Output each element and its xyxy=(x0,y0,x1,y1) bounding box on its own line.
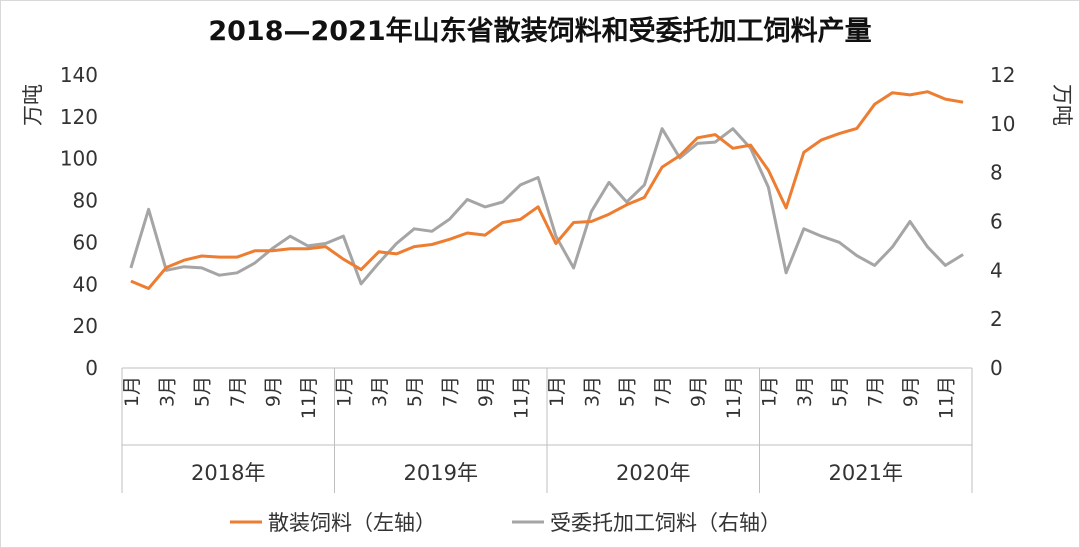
month-label: 7月 xyxy=(440,376,462,407)
right-axis-ticks: 0 2 4 6 8 10 12 xyxy=(990,63,1015,380)
month-label: 7月 xyxy=(652,376,674,407)
left-tick-label: 120 xyxy=(60,105,98,129)
month-label: 9月 xyxy=(688,376,710,407)
year-label: 2019年 xyxy=(404,461,478,485)
month-label: 7月 xyxy=(865,376,887,407)
month-label: 9月 xyxy=(900,376,922,407)
month-label: 5月 xyxy=(404,376,426,407)
right-tick-label: 2 xyxy=(990,307,1003,331)
right-tick-label: 0 xyxy=(990,356,1003,380)
year-label: 2018年 xyxy=(191,461,265,485)
month-label: 1月 xyxy=(121,376,143,407)
month-label: 3月 xyxy=(156,376,178,407)
month-label: 11月 xyxy=(510,376,532,419)
month-label: 7月 xyxy=(227,376,249,407)
left-tick-label: 40 xyxy=(73,272,98,296)
month-label: 5月 xyxy=(192,376,214,407)
left-tick-label: 140 xyxy=(60,63,98,87)
month-label: 3月 xyxy=(581,376,603,407)
month-label: 11月 xyxy=(935,376,957,419)
left-axis-unit: 万吨 xyxy=(21,84,45,126)
month-label: 5月 xyxy=(829,376,851,407)
left-tick-label: 0 xyxy=(85,356,98,380)
legend-label-contract-feed: 受委托加工饲料（右轴） xyxy=(550,511,781,535)
legend-label-bulk-feed: 散装饲料（左轴） xyxy=(268,511,436,535)
right-tick-label: 8 xyxy=(990,161,1003,185)
month-label: 3月 xyxy=(794,376,816,407)
right-tick-label: 6 xyxy=(990,210,1003,234)
series-line xyxy=(130,90,964,290)
year-label: 2021年 xyxy=(829,461,903,485)
chart-title: 2018—2021年山东省散装饲料和受委托加工饲料产量 xyxy=(208,15,871,47)
month-label: 11月 xyxy=(723,376,745,419)
month-label: 1月 xyxy=(333,376,355,407)
right-tick-label: 12 xyxy=(990,63,1015,87)
left-tick-label: 60 xyxy=(73,230,98,254)
month-label: 1月 xyxy=(758,376,780,407)
month-label: 3月 xyxy=(369,376,391,407)
left-tick-label: 20 xyxy=(73,314,98,338)
series-lines xyxy=(129,90,964,290)
left-axis-ticks: 0 20 40 60 80 100 120 140 xyxy=(60,63,98,380)
x-axis-labels: 1月 3月 5月 7月 9月 11月 2018年 1月 3月 5月 7月 9月 11月 2019年 1月 3月… xyxy=(121,376,958,485)
left-tick-label: 100 xyxy=(60,147,98,171)
axes xyxy=(121,367,973,493)
right-tick-label: 4 xyxy=(990,258,1003,282)
year-label: 2020年 xyxy=(616,461,690,485)
legend: 散装饲料（左轴） 受委托加工饲料（右轴） xyxy=(230,511,781,535)
month-label: 1月 xyxy=(546,376,568,407)
month-label: 5月 xyxy=(617,376,639,407)
right-tick-label: 10 xyxy=(990,112,1015,136)
month-label: 9月 xyxy=(263,376,285,407)
month-label: 11月 xyxy=(298,376,320,419)
right-axis-unit: 万吨 xyxy=(1050,84,1074,126)
month-label: 9月 xyxy=(475,376,497,407)
left-tick-label: 80 xyxy=(73,189,98,213)
